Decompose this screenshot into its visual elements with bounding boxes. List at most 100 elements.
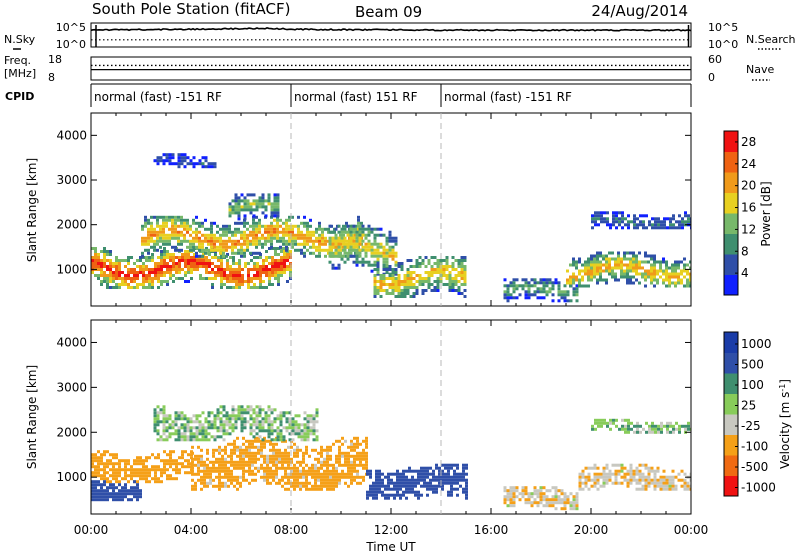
echo-cell: [306, 414, 310, 418]
echo-cell: [626, 278, 629, 282]
echo-cell: [623, 263, 626, 267]
echo-cell: [201, 221, 204, 225]
echo-cell: [273, 202, 277, 206]
echo-cell: [204, 426, 208, 430]
echo-cell: [548, 287, 552, 291]
echo-cell: [346, 245, 350, 249]
echo-cell: [382, 257, 386, 261]
echo-cell: [127, 268, 130, 271]
echo-cell: [332, 481, 335, 485]
echo-cell: [415, 265, 419, 268]
echo-cell: [127, 256, 130, 259]
echo-cell: [218, 448, 221, 452]
echo-cell: [329, 469, 332, 473]
echo-cell: [460, 277, 464, 280]
echo-cell: [270, 233, 273, 237]
echo-cell: [124, 471, 127, 475]
echo-cell: [267, 423, 271, 427]
echo-cell: [396, 493, 399, 497]
echo-cell: [575, 284, 579, 288]
echo-cell: [402, 472, 405, 476]
echo-cell: [527, 495, 531, 499]
echo-cell: [341, 463, 344, 467]
echo-cell: [391, 251, 395, 255]
echo-cell: [187, 259, 190, 262]
echo-cell: [243, 202, 247, 206]
echo-cell: [430, 274, 434, 277]
echo-cell: [145, 277, 148, 280]
echo-cell: [394, 280, 398, 283]
echo-cell: [605, 263, 608, 267]
echo-cell: [237, 230, 240, 234]
echo-cell: [542, 278, 546, 282]
echo-cell: [300, 438, 304, 442]
echo-cell: [350, 481, 353, 485]
echo-cell: [121, 283, 124, 286]
echo-cell: [272, 457, 275, 461]
echo-cell: [153, 248, 156, 252]
echo-cell: [247, 280, 250, 283]
echo-cell: [566, 281, 569, 285]
echo-cell: [669, 223, 672, 227]
echo-cell: [659, 478, 663, 482]
echo-cell: [539, 290, 543, 294]
echo-cell: [671, 481, 675, 485]
echo-cell: [256, 262, 259, 265]
echo-cell: [100, 274, 103, 277]
echo-cell: [136, 271, 139, 274]
echo-cell: [259, 280, 262, 283]
echo-cell: [168, 153, 172, 157]
echo-cell: [399, 496, 402, 500]
echo-cell: [91, 453, 94, 457]
echo-cell: [453, 472, 456, 476]
echo-cell: [326, 445, 329, 449]
echo-cell: [591, 214, 594, 218]
echo-cell: [248, 469, 251, 473]
echo-cell: [193, 256, 196, 259]
echo-cell: [139, 268, 142, 271]
echo-cell: [306, 242, 309, 246]
echo-cell: [224, 472, 227, 476]
echo-cell: [353, 448, 356, 452]
echo-cell: [203, 472, 206, 476]
echo-cell: [536, 504, 540, 508]
echo-cell: [318, 251, 321, 255]
echo-cell: [575, 275, 578, 279]
echo-cell: [253, 286, 256, 289]
echo-cell: [269, 454, 272, 458]
echo-cell: [228, 420, 232, 424]
echo-cell: [260, 466, 263, 470]
echo-cell: [411, 481, 414, 485]
echo-cell: [587, 284, 590, 288]
echo-cell: [264, 205, 268, 209]
echo-cell: [318, 227, 321, 231]
echo-cell: [171, 236, 174, 240]
echo-cell: [503, 293, 507, 297]
echo-cell: [198, 429, 202, 433]
echo-cell: [433, 256, 437, 259]
echo-cell: [575, 492, 579, 496]
echo-cell: [548, 501, 552, 505]
echo-cell: [252, 218, 255, 222]
echo-cell: [515, 278, 519, 282]
echo-cell: [572, 498, 576, 502]
echo-cell: [109, 259, 112, 262]
echo-cell: [362, 457, 365, 461]
echo-cell: [222, 414, 226, 418]
echo-cell: [109, 271, 112, 274]
echo-cell: [127, 286, 130, 289]
echo-cell: [345, 221, 348, 225]
echo-cell: [225, 248, 228, 252]
echo-cell: [338, 439, 341, 443]
echo-cell: [593, 481, 597, 485]
echo-cell: [148, 480, 151, 484]
echo-cell: [244, 262, 247, 265]
echo-cell: [207, 251, 210, 255]
echo-cell: [394, 263, 398, 267]
echo-cell: [314, 472, 317, 476]
echo-cell: [214, 253, 217, 256]
echo-cell: [620, 266, 623, 270]
echo-cell: [340, 236, 344, 240]
echo-cell: [204, 239, 207, 243]
echo-cell: [317, 469, 320, 473]
